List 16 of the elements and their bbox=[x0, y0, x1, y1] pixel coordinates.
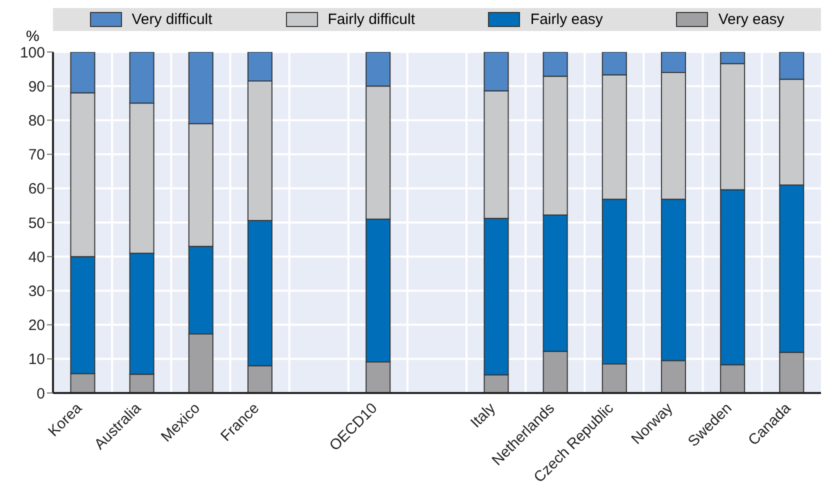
y-tick-label: 50 bbox=[28, 214, 45, 232]
y-tick-label: 60 bbox=[28, 180, 45, 198]
legend-label: Fairly easy bbox=[529, 11, 603, 28]
y-tick-label: 10 bbox=[28, 351, 45, 368]
y-tick-label: 20 bbox=[28, 317, 45, 334]
y-tick-label: 40 bbox=[28, 248, 45, 266]
y-tick-label: 70 bbox=[28, 146, 45, 164]
y-tick-label: 0 bbox=[36, 385, 45, 402]
legend-label: Very easy bbox=[717, 11, 784, 28]
legend-label: Fairly difficult bbox=[326, 11, 415, 28]
legend-label: Very difficult bbox=[130, 11, 212, 28]
y-tick-label: 30 bbox=[28, 283, 45, 300]
y-tick-label: 90 bbox=[28, 78, 45, 96]
y-tick-label: 80 bbox=[28, 112, 45, 130]
y-tick-label: 100 bbox=[20, 44, 45, 62]
y-axis-title: % bbox=[26, 28, 40, 45]
